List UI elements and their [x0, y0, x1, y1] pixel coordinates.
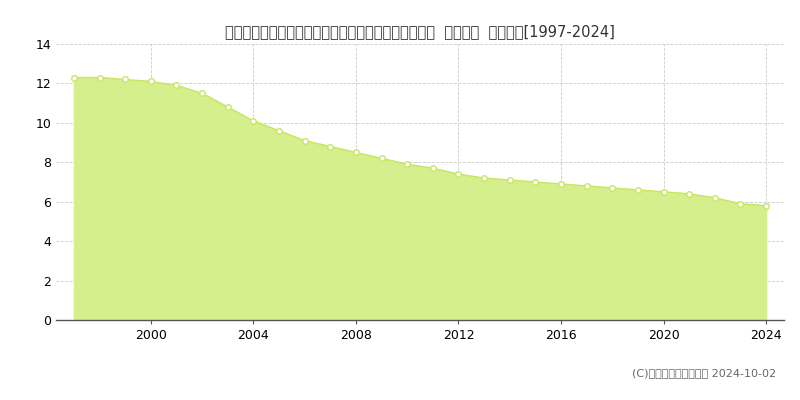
Text: (C)土地価格ドットコム 2024-10-02: (C)土地価格ドットコム 2024-10-02	[632, 368, 776, 378]
Title: 福島県耶麻郡猪苗代町大字千代田字千代田２番１７外  基準地価  地価推移[1997-2024]: 福島県耶麻郡猪苗代町大字千代田字千代田２番１７外 基準地価 地価推移[1997-…	[225, 24, 615, 39]
